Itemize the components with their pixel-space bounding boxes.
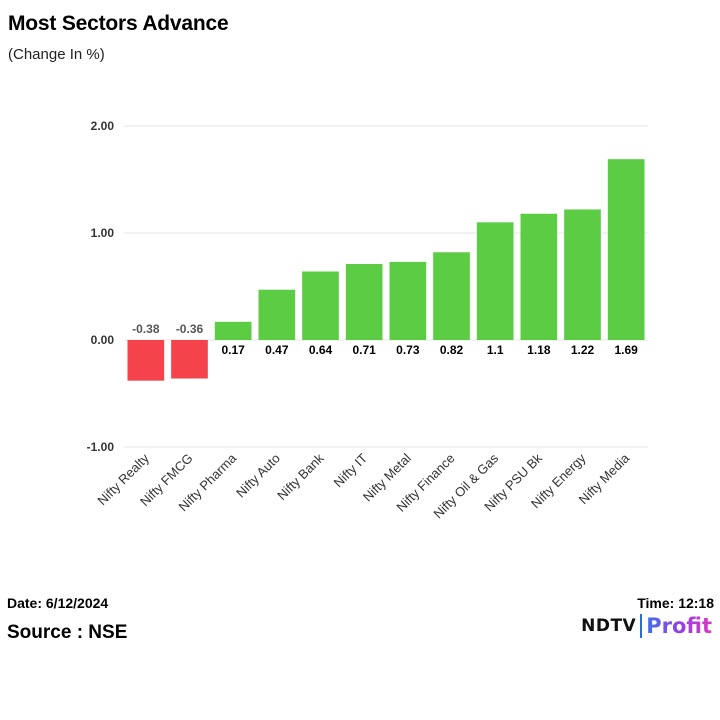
chart-subtitle: (Change In %)	[8, 46, 105, 63]
footer-source: Source : NSE	[7, 622, 128, 643]
data-label: -0.36	[176, 322, 204, 336]
footer-date: Date: 6/12/2024	[7, 595, 109, 611]
y-tick-label: 0.00	[91, 333, 115, 347]
data-label: 1.18	[527, 343, 551, 357]
data-label: 0.73	[396, 343, 420, 357]
bar	[127, 340, 165, 381]
bar	[389, 261, 427, 340]
footer-time: Time: 12:18	[637, 595, 714, 611]
bar	[607, 159, 645, 340]
logo-ndtv-text: NDTV	[581, 616, 637, 636]
bar	[171, 340, 208, 379]
chart-title: Most Sectors Advance	[8, 12, 229, 35]
bar	[564, 209, 601, 340]
data-label: 0.17	[221, 343, 245, 357]
bar	[302, 271, 339, 340]
y-tick-label: 1.00	[91, 226, 115, 240]
bar	[476, 222, 514, 340]
bar	[433, 252, 470, 340]
data-label: 1.69	[614, 343, 638, 357]
ndtv-profit-logo: NDTV Profit	[581, 613, 712, 639]
data-label: 0.64	[309, 343, 333, 357]
y-tick-label: -1.00	[87, 440, 115, 454]
y-tick-label: 2.00	[91, 119, 115, 133]
bar	[214, 321, 252, 340]
logo-divider	[640, 614, 643, 638]
bar	[258, 289, 296, 340]
logo-profit-text: Profit	[646, 614, 712, 638]
data-label: 1.22	[571, 343, 595, 357]
data-label: 0.82	[440, 343, 464, 357]
data-label: 0.47	[265, 343, 289, 357]
x-tick-label: Nifty Bank	[274, 450, 327, 503]
data-label: 0.71	[352, 343, 376, 357]
bar	[345, 264, 383, 340]
x-tick-label: Nifty IT	[331, 450, 371, 490]
data-label: 1.1	[487, 343, 504, 357]
data-label: -0.38	[132, 322, 160, 336]
bar	[520, 213, 558, 340]
